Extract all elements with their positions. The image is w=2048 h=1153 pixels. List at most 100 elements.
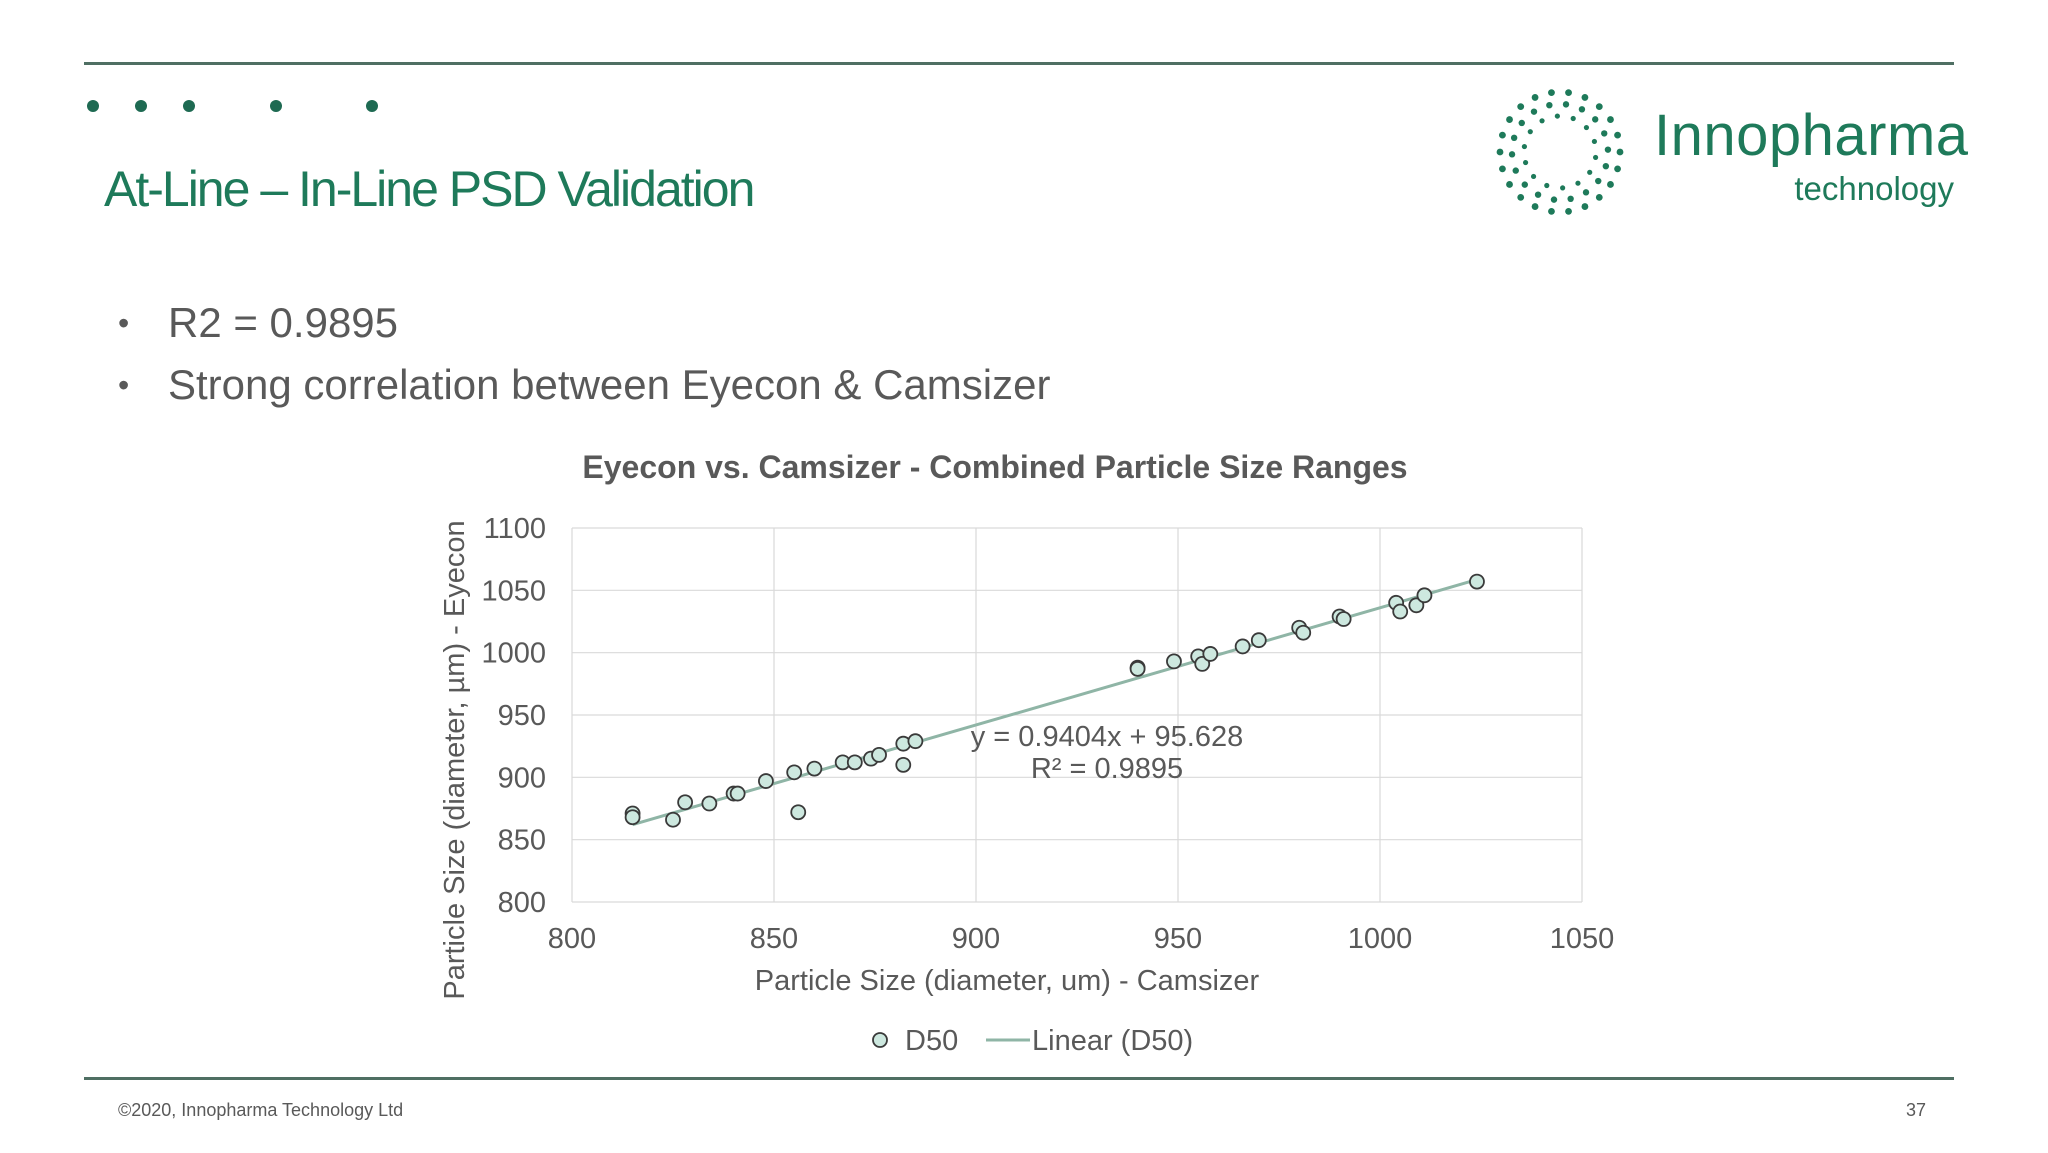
x-tick-label: 950 <box>1154 923 1202 955</box>
logo-dot <box>1614 131 1621 139</box>
logo-dot <box>1562 101 1570 108</box>
logo-dot <box>1521 181 1528 188</box>
logo-dot <box>1544 182 1550 189</box>
logo-dot <box>1506 181 1513 188</box>
logo-dot <box>1581 94 1589 101</box>
logo-dot <box>1602 162 1610 170</box>
decor-dot <box>366 100 378 112</box>
logo-dot <box>1575 180 1581 186</box>
logo-dot <box>1530 173 1537 180</box>
dotted-ring-logo-icon <box>1496 89 1624 215</box>
logo-dot <box>1583 124 1590 131</box>
data-point <box>895 756 912 773</box>
page-number: 37 <box>1906 1100 1927 1120</box>
data-point <box>907 733 924 750</box>
y-tick-label: 950 <box>498 700 546 732</box>
data-point <box>1416 587 1433 604</box>
logo-dot <box>1595 193 1603 201</box>
grid <box>571 527 1583 903</box>
bottom-rule <box>84 1077 1954 1080</box>
logo-dot <box>1604 146 1612 153</box>
y-tick-label: 850 <box>498 825 546 857</box>
decor-dot <box>270 100 282 112</box>
data-point <box>806 760 823 777</box>
y-tick-label: 800 <box>498 887 546 919</box>
data-point <box>701 795 718 812</box>
y-tick-label: 900 <box>498 762 546 794</box>
trendline-r2: R² = 0.9895 <box>1031 753 1183 785</box>
x-tick-label: 900 <box>952 923 1000 955</box>
logo-dot <box>1601 130 1608 137</box>
data-point <box>1392 603 1409 620</box>
data-point <box>846 754 863 771</box>
logo-dot <box>1592 116 1599 123</box>
logo-dot <box>1506 116 1513 123</box>
data-point <box>677 794 694 811</box>
data-point <box>729 785 746 802</box>
data-point <box>624 809 641 826</box>
logo-dot <box>1517 193 1525 201</box>
logo-dot <box>1595 177 1602 185</box>
data-point <box>871 746 887 763</box>
y-tick-label: 1000 <box>481 638 546 670</box>
decor-dot <box>183 100 195 112</box>
data-point <box>1234 638 1251 655</box>
decor-dot <box>135 100 147 112</box>
x-tick-label: 850 <box>750 923 798 955</box>
logo-dot <box>1567 195 1574 203</box>
logo-dot <box>1607 181 1614 188</box>
logo-dot <box>1499 131 1506 139</box>
logo-dot <box>1531 203 1539 210</box>
series-d50 <box>624 573 1485 828</box>
slide-title: At-Line – In-Line PSD Validation <box>104 161 755 217</box>
logo-dot <box>1534 191 1542 198</box>
logo-dot <box>1554 113 1560 119</box>
legend-label-d50: D50 <box>905 1025 958 1057</box>
data-point <box>665 811 681 828</box>
chart-title: Eyecon vs. Camsizer - Combined Particle … <box>582 449 1407 485</box>
data-point <box>1408 597 1425 614</box>
logo-dot <box>1607 116 1614 123</box>
logo-dot <box>1521 143 1528 150</box>
logo-dot <box>1548 89 1555 97</box>
y-tick-label: 1050 <box>481 575 546 607</box>
x-tick-label: 1000 <box>1348 923 1413 955</box>
logo-dot <box>1591 138 1598 145</box>
scatter-chart: Eyecon vs. Camsizer - Combined Particle … <box>439 449 1615 1057</box>
logo-dot <box>1550 196 1558 203</box>
footer-copyright: ©2020, Innopharma Technology Ltd <box>118 1100 404 1120</box>
logo-dot <box>1565 207 1572 215</box>
data-point <box>1202 646 1219 662</box>
logo-dot <box>1531 94 1539 101</box>
logo-dot <box>1546 101 1553 109</box>
data-point <box>1335 611 1352 627</box>
legend-label-trend: Linear (D50) <box>1032 1025 1193 1057</box>
logo-dot <box>1518 119 1525 127</box>
logo-dot <box>1510 134 1518 142</box>
bullet-item: Strong correlation between Eyecon & Cams… <box>118 354 1050 416</box>
data-point <box>1250 632 1267 649</box>
logo-dot <box>1496 148 1504 156</box>
logo-dot <box>1499 165 1506 173</box>
legend-marker-d50 <box>872 1032 888 1048</box>
logo-dot <box>1587 169 1593 175</box>
data-point <box>1166 653 1182 670</box>
x-axis-label: Particle Size (diameter, um) - Camsizer <box>755 965 1260 997</box>
logo-dot <box>1548 207 1555 215</box>
company-logo: Innopharma technology <box>1490 89 1968 215</box>
data-point <box>1129 660 1146 677</box>
x-tick-label: 1050 <box>1550 923 1615 955</box>
logo-dot <box>1595 103 1603 111</box>
logo-dot <box>1578 106 1586 113</box>
logo-dot <box>1512 167 1519 174</box>
decor-dot <box>87 100 99 112</box>
data-point <box>786 764 803 781</box>
y-axis-label: Particle Size (diameter, µm) - Eyecon <box>439 520 471 999</box>
logo-name: Innopharma <box>1654 103 1969 168</box>
logo-dot <box>1508 151 1516 158</box>
legend: D50 Linear (D50) <box>872 1025 1193 1057</box>
logo-dot <box>1560 185 1566 191</box>
logo-dot <box>1565 89 1572 97</box>
logo-dot <box>1522 159 1529 166</box>
logo-dot <box>1527 129 1533 135</box>
